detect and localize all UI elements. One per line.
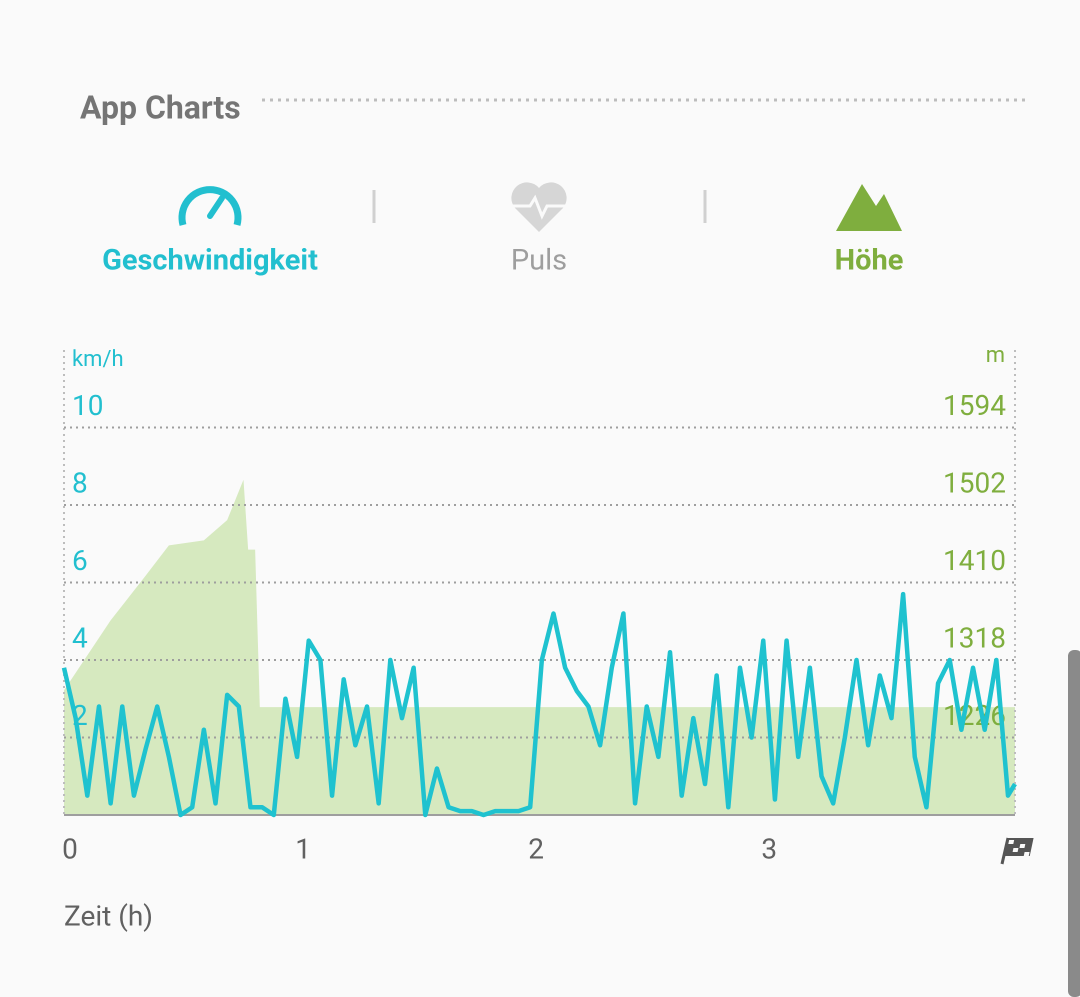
y-unit: km/h [72,347,124,372]
x-tick-label: 1 [295,832,311,865]
x-tick-label: 0 [62,832,78,865]
finish-flag [1000,837,1034,865]
mountain-icon [836,184,902,231]
tab-speed[interactable] [178,186,242,226]
y2-tick-label: 1410 [943,544,1006,577]
x-axis-label: Zeit (h) [64,899,153,932]
y2-unit: m [986,343,1005,368]
y2-tick-label: 1594 [943,389,1006,422]
y2-tick-label: 1318 [943,621,1006,654]
tab-pulse[interactable] [511,182,567,232]
flag-check [1019,844,1026,848]
y-tick-label: 4 [72,621,88,654]
y2-tick-label: 1226 [943,699,1006,732]
speed-icon [178,186,242,226]
flag-check [1012,848,1019,852]
scrollbar [1068,650,1080,997]
flag-check [1023,852,1030,856]
x-tick-label: 2 [528,832,544,865]
flag-check [1008,840,1015,844]
y2-tick-label: 1502 [943,466,1006,499]
y-tick-label: 10 [72,389,103,422]
speed-needle [207,195,225,219]
x-tick-label: 3 [761,832,777,865]
tab-height[interactable] [836,184,902,231]
speed-line [61,591,1017,818]
section-title: App Charts [80,88,241,126]
heart-pulse [512,194,566,220]
y-tick-label: 6 [72,544,88,577]
tab-label: Geschwindigkeit [102,244,318,278]
elevation-area [64,479,1015,815]
tab-label: Puls [511,244,567,278]
tab-label: Höhe [835,244,904,278]
y-tick-label: 8 [72,466,88,499]
